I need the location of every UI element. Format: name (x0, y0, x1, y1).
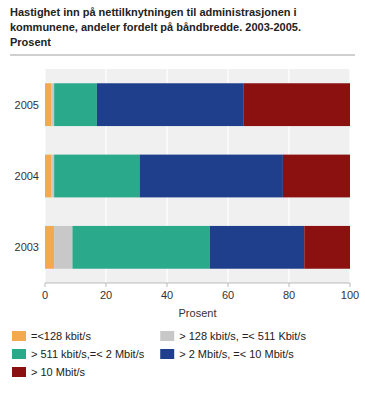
bar-segment (45, 83, 51, 126)
y-tick-label: 2003 (15, 241, 39, 253)
x-tick (289, 283, 290, 287)
x-tick (106, 283, 107, 287)
plot-background (45, 69, 350, 283)
bar-segment (45, 155, 51, 198)
legend: =<128 kbit/s > 128 kbit/s, =< 511 Kbit/s >… (12, 330, 306, 378)
bar-segment (140, 155, 283, 198)
bar-segment (51, 155, 54, 198)
chart: Hastighet inn på nettilknytningen til ad… (0, 0, 365, 393)
x-tick (350, 283, 351, 287)
bars (45, 83, 350, 268)
legend-label: > 511 kbit/s,=< 2 Mbit/s (31, 348, 145, 360)
bar-segment (304, 226, 350, 269)
legend-swatch (12, 349, 26, 359)
legend-label: > 2 Mbit/s, =< 10 Mbit/s (179, 348, 294, 360)
y-tick-label: 2005 (15, 99, 39, 111)
bar-segment (45, 226, 54, 269)
bar-segment (243, 83, 350, 126)
bar-segment (210, 226, 305, 269)
x-tick-label: 60 (222, 289, 234, 301)
legend-swatch (12, 367, 26, 377)
bar-segment (283, 155, 350, 198)
legend-swatch (160, 349, 174, 359)
legend-label: =<128 kbit/s (31, 330, 91, 342)
x-tick (228, 283, 229, 287)
bar-segment (54, 226, 72, 269)
x-tick-label: 0 (42, 289, 48, 301)
x-axis-label: Prosent (179, 307, 217, 319)
subtitle: Prosent (10, 36, 51, 48)
x-tick-label: 20 (100, 289, 112, 301)
title-separator (10, 55, 355, 56)
bar-segment (97, 83, 243, 126)
x-tick (45, 283, 46, 287)
x-tick-label: 100 (341, 289, 359, 301)
bar-segment (72, 226, 209, 269)
bar-segment (54, 83, 97, 126)
x-tick (167, 283, 168, 287)
y-tick-label: 2004 (15, 170, 39, 182)
legend-swatch (12, 331, 26, 341)
x-tick-label: 40 (161, 289, 173, 301)
legend-swatch (160, 331, 174, 341)
x-tick-label: 80 (283, 289, 295, 301)
title: Hastighet inn på nettilknytningen til ad… (10, 6, 301, 33)
legend-label: > 128 kbit/s, =< 511 Kbit/s (179, 330, 306, 342)
bar-segment (54, 155, 139, 198)
bar-segment (51, 83, 54, 126)
legend-label: > 10 Mbit/s (31, 366, 86, 378)
x-axis-line (45, 283, 350, 284)
